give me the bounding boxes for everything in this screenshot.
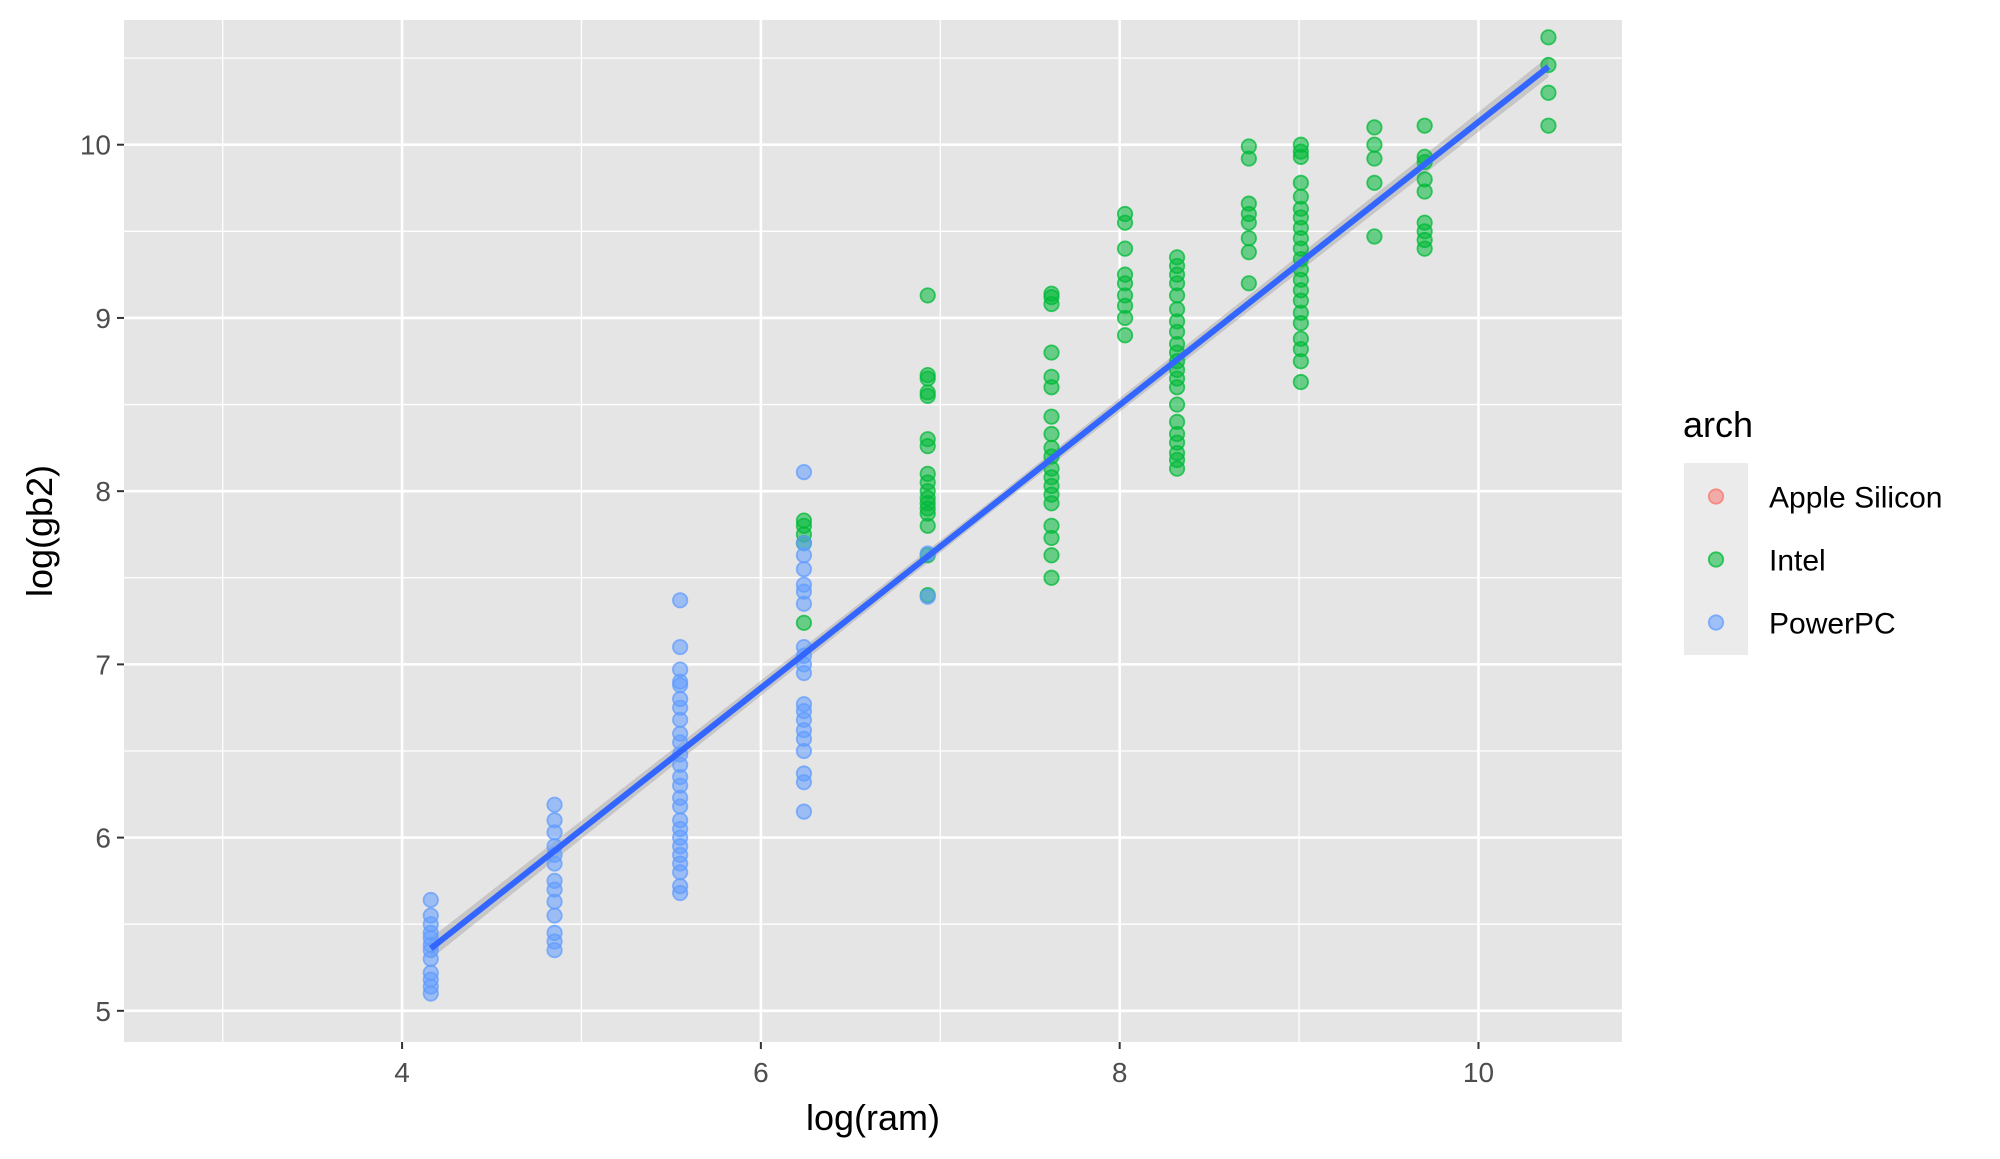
data-point bbox=[795, 696, 813, 713]
regression-line bbox=[428, 64, 1551, 951]
x-tick-label: 8 bbox=[1112, 1057, 1128, 1088]
y-axis-title: log(gb2) bbox=[19, 465, 60, 597]
data-point bbox=[1116, 205, 1134, 223]
data-point bbox=[1540, 84, 1557, 101]
data-point bbox=[546, 812, 563, 829]
y-tick-label: 5 bbox=[95, 996, 111, 1027]
grid bbox=[124, 20, 1622, 1042]
y-tick-label: 7 bbox=[95, 649, 111, 680]
axes: 4 6 8 10 5 6 7 8 9 10 bbox=[80, 130, 1494, 1088]
data-point bbox=[1240, 138, 1257, 155]
data-point bbox=[1168, 413, 1186, 430]
data-point bbox=[919, 431, 936, 448]
y-tick-label: 6 bbox=[95, 823, 111, 854]
data-point bbox=[1043, 547, 1060, 564]
data-point bbox=[672, 878, 689, 895]
data-point bbox=[795, 803, 813, 820]
data-point bbox=[672, 592, 689, 609]
data-point bbox=[1540, 117, 1557, 134]
legend-title: arch bbox=[1683, 404, 1753, 445]
points-layer bbox=[422, 29, 1557, 1002]
data-point bbox=[919, 465, 936, 482]
x-tick-label: 10 bbox=[1463, 1057, 1494, 1088]
data-point bbox=[672, 812, 689, 829]
data-point bbox=[672, 690, 689, 708]
data-point bbox=[1168, 301, 1186, 318]
data-point bbox=[672, 638, 689, 656]
data-point bbox=[1168, 396, 1186, 413]
data-point bbox=[1292, 136, 1309, 153]
data-point bbox=[1416, 214, 1433, 231]
data-point bbox=[1292, 373, 1309, 391]
x-tick-label: 6 bbox=[753, 1057, 769, 1088]
data-point bbox=[795, 512, 813, 529]
data-point bbox=[795, 576, 813, 593]
data-point bbox=[1043, 517, 1060, 534]
data-point bbox=[919, 287, 936, 304]
data-point bbox=[546, 907, 563, 924]
data-point bbox=[1168, 249, 1186, 266]
legend-entry-label: Intel bbox=[1769, 545, 1826, 578]
data-point bbox=[1240, 244, 1257, 261]
data-point bbox=[1366, 150, 1383, 167]
data-point bbox=[1240, 230, 1257, 247]
data-point bbox=[422, 907, 439, 924]
data-point bbox=[1292, 188, 1309, 205]
legend-entries: Apple Silicon Intel PowerPC bbox=[1684, 463, 1942, 655]
legend: arch Apple Silicon Intel PowerPC bbox=[1683, 404, 1942, 655]
data-point bbox=[1366, 136, 1383, 153]
data-point bbox=[1043, 368, 1060, 385]
data-point bbox=[422, 964, 439, 981]
data-point bbox=[1043, 344, 1060, 361]
data-point bbox=[919, 367, 936, 384]
data-point bbox=[795, 614, 813, 631]
data-point bbox=[546, 796, 563, 813]
plot-panel bbox=[124, 20, 1622, 1042]
regression-line-layer bbox=[428, 64, 1551, 951]
data-point bbox=[919, 588, 936, 605]
y-tick-label: 9 bbox=[95, 303, 111, 334]
data-point bbox=[422, 891, 439, 909]
data-point bbox=[1240, 195, 1257, 212]
data-point bbox=[795, 765, 813, 782]
data-point bbox=[919, 384, 936, 401]
x-tick-label: 4 bbox=[394, 1057, 410, 1088]
data-point bbox=[1116, 240, 1134, 257]
data-point bbox=[1416, 171, 1433, 188]
legend-entry-label: Apple Silicon bbox=[1769, 482, 1942, 515]
data-point bbox=[795, 561, 813, 578]
y-tick-label: 10 bbox=[80, 130, 111, 161]
data-point bbox=[1366, 119, 1383, 136]
data-point bbox=[546, 924, 563, 941]
data-point bbox=[795, 535, 813, 552]
data-point bbox=[1366, 174, 1383, 191]
data-point bbox=[1366, 228, 1383, 245]
data-point bbox=[672, 661, 689, 678]
data-point bbox=[1043, 425, 1060, 443]
data-point bbox=[1240, 275, 1257, 292]
data-point bbox=[1043, 569, 1060, 586]
x-axis-title: log(ram) bbox=[806, 1097, 940, 1138]
data-point bbox=[1416, 117, 1433, 134]
data-point bbox=[1043, 285, 1060, 302]
y-tick-label: 8 bbox=[95, 476, 111, 507]
data-point bbox=[1116, 327, 1134, 344]
data-point bbox=[1292, 330, 1309, 347]
legend-entry-label: PowerPC bbox=[1769, 608, 1896, 641]
data-point bbox=[1540, 29, 1557, 46]
legend-key-swatch bbox=[1707, 488, 1725, 505]
data-point bbox=[1116, 266, 1134, 283]
data-point bbox=[1043, 408, 1060, 425]
legend-key-swatch bbox=[1707, 614, 1725, 631]
data-point bbox=[672, 725, 689, 742]
legend-key-swatch bbox=[1707, 551, 1725, 568]
data-point bbox=[546, 872, 563, 890]
data-point bbox=[1292, 174, 1309, 191]
data-point bbox=[795, 464, 813, 481]
